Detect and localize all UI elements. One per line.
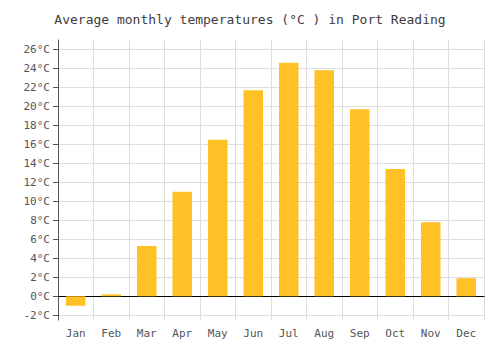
svg-text:Dec: Dec: [456, 327, 476, 340]
svg-text:May: May: [208, 327, 228, 340]
svg-text:16°C: 16°C: [24, 138, 51, 151]
svg-text:0°C: 0°C: [30, 290, 50, 303]
svg-text:Apr: Apr: [172, 327, 192, 340]
svg-text:14°C: 14°C: [24, 157, 51, 170]
svg-text:26°C: 26°C: [24, 43, 51, 56]
svg-text:4°C: 4°C: [30, 252, 50, 265]
svg-text:Oct: Oct: [385, 327, 405, 340]
svg-text:22°C: 22°C: [24, 81, 51, 94]
svg-text:6°C: 6°C: [30, 233, 50, 246]
svg-text:18°C: 18°C: [24, 119, 51, 132]
svg-text:-2°C: -2°C: [24, 309, 51, 322]
svg-text:Feb: Feb: [101, 327, 121, 340]
svg-text:Average monthly temperatures (: Average monthly temperatures (°C ) in Po…: [54, 12, 445, 27]
svg-text:Jan: Jan: [66, 327, 86, 340]
svg-text:8°C: 8°C: [30, 214, 50, 227]
svg-text:10°C: 10°C: [24, 195, 51, 208]
svg-text:Mar: Mar: [137, 327, 157, 340]
svg-text:20°C: 20°C: [24, 100, 51, 113]
svg-text:24°C: 24°C: [24, 62, 51, 75]
svg-text:Aug: Aug: [314, 327, 334, 340]
svg-text:Nov: Nov: [421, 327, 441, 340]
svg-text:Sep: Sep: [350, 327, 370, 340]
svg-text:Jun: Jun: [243, 327, 263, 340]
svg-text:Jul: Jul: [279, 327, 299, 340]
svg-text:2°C: 2°C: [30, 271, 50, 284]
svg-text:12°C: 12°C: [24, 176, 51, 189]
